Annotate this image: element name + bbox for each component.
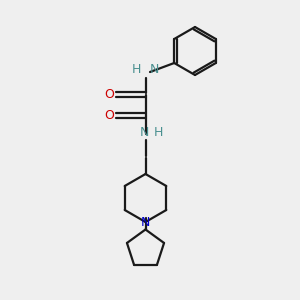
Text: H: H xyxy=(132,63,141,76)
Text: N: N xyxy=(140,126,150,140)
Text: N: N xyxy=(150,63,159,76)
Text: H: H xyxy=(153,126,163,140)
Text: N: N xyxy=(141,215,150,229)
Text: O: O xyxy=(105,109,114,122)
Text: O: O xyxy=(105,88,114,101)
